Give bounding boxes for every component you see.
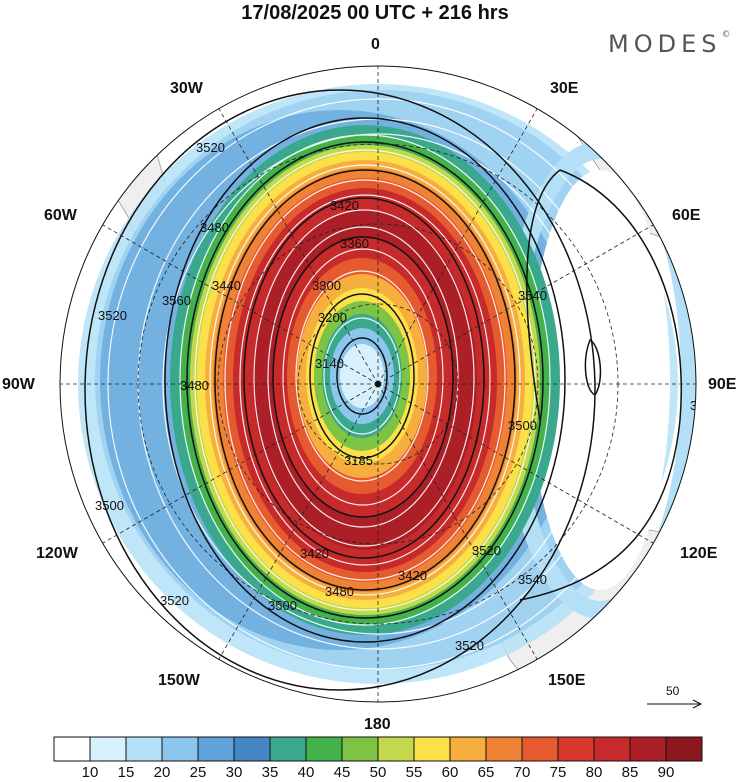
colorbar-swatch xyxy=(53,736,91,762)
colorbar-swatch xyxy=(521,736,559,762)
contour-label: 3420 xyxy=(398,568,427,583)
lon-label-30w: 30W xyxy=(170,80,203,97)
contour-label: 3360 xyxy=(340,236,369,251)
colorbar-tick-label: 25 xyxy=(189,764,207,781)
polar-map: 3520 3480 3520 3560 3440 3480 3420 3360 … xyxy=(59,65,719,703)
colorbar-swatch xyxy=(125,736,163,762)
colorbar-swatch xyxy=(485,736,523,762)
colorbar-swatch xyxy=(629,736,667,762)
contour-label: 3500 xyxy=(95,498,124,513)
colorbar-tick-label: 70 xyxy=(513,764,531,781)
contour-label: 3300 xyxy=(312,278,341,293)
colorbar-swatch xyxy=(89,736,127,762)
contour-label: 3440 xyxy=(212,278,241,293)
contour-label: 3500 xyxy=(268,598,297,613)
map-title: 17/08/2025 00 UTC + 216 hrs xyxy=(241,2,509,24)
reference-vector-label: 50 xyxy=(666,684,680,698)
lon-label-120w: 120W xyxy=(36,545,78,562)
colorbar-tick-label: 45 xyxy=(333,764,351,781)
lon-label-0: 0 xyxy=(371,36,380,53)
colorbar-swatch xyxy=(269,736,307,762)
contour-label: 3500 xyxy=(508,418,537,433)
reference-vector-arrow xyxy=(647,699,703,709)
map-disc: 3520 3480 3520 3560 3440 3480 3420 3360 … xyxy=(60,66,719,702)
lon-label-150w: 150W xyxy=(158,672,200,689)
lon-label-30e: 30E xyxy=(550,80,579,97)
brand-logo: MODES© xyxy=(608,30,731,58)
colorbar-tick-label: 50 xyxy=(369,764,387,781)
contour-label: 3480 xyxy=(325,584,354,599)
lon-label-180: 180 xyxy=(364,716,391,733)
contour-label: 3520 xyxy=(98,308,127,323)
colorbar-swatch xyxy=(449,736,487,762)
colorbar-swatch xyxy=(665,736,703,762)
colorbar-tick-label: 80 xyxy=(585,764,603,781)
colorbar-swatch xyxy=(593,736,631,762)
colorbar-tick-label: 10 xyxy=(81,764,99,781)
pole-marker xyxy=(375,381,381,387)
colorbar-swatch xyxy=(233,736,271,762)
colorbar-tick-label: 55 xyxy=(405,764,423,781)
lon-label-90e: 90E xyxy=(708,376,737,393)
contour-label: 3185 xyxy=(344,453,373,468)
lon-label-90w: 90W xyxy=(2,376,35,393)
contour-label: 3540 xyxy=(518,572,547,587)
colorbar-swatch xyxy=(197,736,235,762)
lon-label-60w: 60W xyxy=(44,207,77,224)
contour-label: 3520 xyxy=(455,638,484,653)
colorbar-tick-label: 85 xyxy=(621,764,639,781)
colorbar-tick-label: 60 xyxy=(441,764,459,781)
lon-label-150e: 150E xyxy=(548,672,586,689)
contour-label: 3520 xyxy=(196,140,225,155)
contour-label: 3200 xyxy=(318,310,347,325)
contour-label: 3560 xyxy=(162,293,191,308)
contour-label: 3480 xyxy=(180,378,209,393)
lon-label-120e: 120E xyxy=(680,545,718,562)
colorbar-swatch xyxy=(557,736,595,762)
contour-label: 3520 xyxy=(472,543,501,558)
colorbar-tick-label: 75 xyxy=(549,764,567,781)
colorbar-tick-label: 90 xyxy=(657,764,675,781)
colorbar-swatch xyxy=(413,736,451,762)
contour-label: 3520 xyxy=(160,593,189,608)
colorbar-tick-label: 30 xyxy=(225,764,243,781)
colorbar-tick-label: 65 xyxy=(477,764,495,781)
contour-label: 3420 xyxy=(300,546,329,561)
colorbar-swatch xyxy=(305,736,343,762)
lon-label-60e: 60E xyxy=(672,207,701,224)
colorbar xyxy=(53,736,703,762)
contour-label: 3540 xyxy=(690,398,719,413)
colorbar-tick-label: 20 xyxy=(153,764,171,781)
colorbar-tick-label: 40 xyxy=(297,764,315,781)
colorbar-swatch xyxy=(377,736,415,762)
contour-label: 3480 xyxy=(200,220,229,235)
colorbar-swatch xyxy=(161,736,199,762)
colorbar-swatch xyxy=(341,736,379,762)
colorbar-tick-label: 35 xyxy=(261,764,279,781)
contour-label: 3420 xyxy=(330,198,359,213)
contour-label: 3140 xyxy=(315,356,344,371)
contour-label: 3540 xyxy=(518,288,547,303)
colorbar-tick-label: 15 xyxy=(117,764,135,781)
